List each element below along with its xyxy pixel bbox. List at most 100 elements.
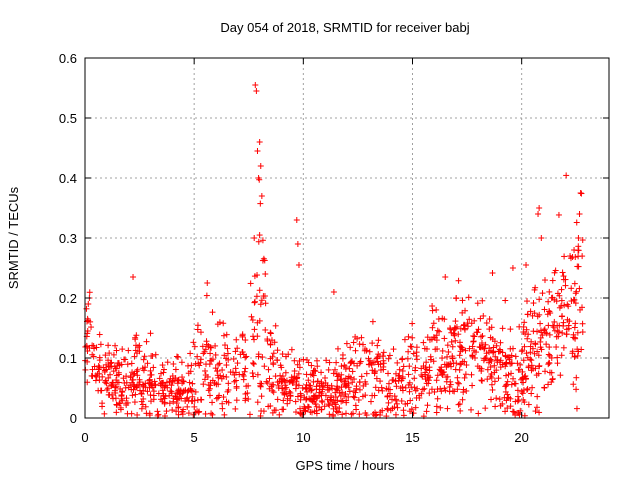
- data-point: [543, 330, 550, 337]
- data-point: [424, 334, 431, 341]
- data-point: [527, 343, 534, 350]
- data-point: [568, 298, 575, 305]
- data-point: [246, 411, 253, 418]
- data-point: [99, 373, 106, 380]
- data-point: [253, 293, 260, 300]
- data-point: [424, 402, 431, 409]
- data-point: [155, 411, 162, 418]
- data-point: [187, 385, 194, 392]
- data-point: [334, 377, 341, 384]
- data-point: [491, 362, 498, 369]
- data-point: [457, 361, 464, 368]
- data-point: [166, 392, 173, 399]
- data-point: [251, 299, 258, 306]
- data-point: [481, 345, 488, 352]
- data-point: [379, 407, 386, 414]
- data-point: [91, 363, 98, 370]
- data-point: [363, 412, 370, 419]
- data-point: [405, 333, 412, 340]
- data-point: [445, 348, 452, 355]
- data-point: [103, 361, 110, 368]
- data-point: [85, 301, 92, 307]
- data-point: [389, 377, 396, 384]
- data-point: [109, 391, 116, 398]
- data-point: [125, 384, 132, 391]
- data-point: [255, 175, 262, 181]
- data-point: [438, 367, 445, 374]
- data-point: [523, 262, 530, 268]
- data-point: [123, 395, 130, 402]
- data-point: [318, 397, 325, 404]
- data-point: [173, 408, 180, 415]
- data-point: [470, 338, 477, 345]
- data-point: [419, 373, 426, 380]
- y-tick-label: 0.3: [59, 231, 77, 246]
- data-point: [352, 389, 359, 396]
- data-point: [478, 339, 485, 346]
- data-point: [261, 293, 268, 300]
- data-point: [356, 411, 363, 418]
- data-point: [493, 395, 500, 402]
- data-point: [189, 380, 196, 387]
- data-point: [488, 357, 495, 364]
- data-point: [379, 387, 386, 394]
- data-point: [201, 376, 208, 383]
- data-point: [286, 388, 293, 395]
- data-point: [108, 381, 115, 388]
- data-point: [551, 318, 558, 325]
- data-point: [231, 378, 238, 385]
- data-point: [512, 380, 519, 387]
- data-point: [488, 396, 495, 403]
- data-point: [556, 292, 563, 299]
- data-point: [343, 397, 350, 404]
- data-point: [173, 400, 180, 407]
- data-point: [154, 408, 161, 415]
- data-point: [263, 378, 270, 385]
- data-point: [572, 290, 579, 297]
- data-point: [323, 357, 330, 364]
- data-point: [527, 308, 534, 315]
- data-point: [251, 326, 258, 333]
- data-point: [384, 406, 391, 413]
- data-point: [553, 333, 560, 340]
- data-point: [326, 402, 333, 409]
- data-point: [469, 343, 476, 350]
- data-point: [300, 356, 307, 363]
- data-point: [455, 380, 462, 387]
- data-point: [262, 300, 269, 307]
- data-point: [293, 217, 300, 223]
- data-point: [536, 296, 543, 303]
- data-point: [502, 408, 509, 415]
- data-point: [251, 298, 258, 305]
- data-point: [512, 412, 519, 419]
- data-point: [322, 374, 329, 381]
- data-point: [150, 364, 157, 371]
- data-point: [194, 326, 201, 333]
- data-point: [468, 406, 475, 413]
- data-point: [180, 378, 187, 385]
- data-point: [158, 382, 165, 389]
- data-point: [461, 358, 468, 365]
- data-point: [375, 337, 382, 344]
- data-point: [138, 390, 145, 397]
- data-point: [256, 287, 263, 294]
- data-point: [431, 388, 438, 395]
- data-point: [150, 388, 157, 395]
- data-point: [554, 354, 561, 361]
- data-point: [393, 383, 400, 390]
- data-point: [478, 377, 485, 384]
- data-point: [537, 338, 544, 345]
- data-point: [444, 405, 451, 412]
- data-point: [525, 331, 532, 338]
- data-point: [132, 391, 139, 398]
- data-point: [361, 347, 368, 354]
- data-point: [528, 357, 535, 364]
- data-point: [274, 396, 281, 403]
- data-point: [175, 411, 182, 418]
- data-point: [393, 400, 400, 407]
- data-point: [358, 334, 365, 341]
- data-point: [483, 350, 490, 357]
- x-tick-label: 15: [405, 430, 419, 445]
- data-point: [237, 351, 244, 358]
- data-point: [536, 205, 543, 211]
